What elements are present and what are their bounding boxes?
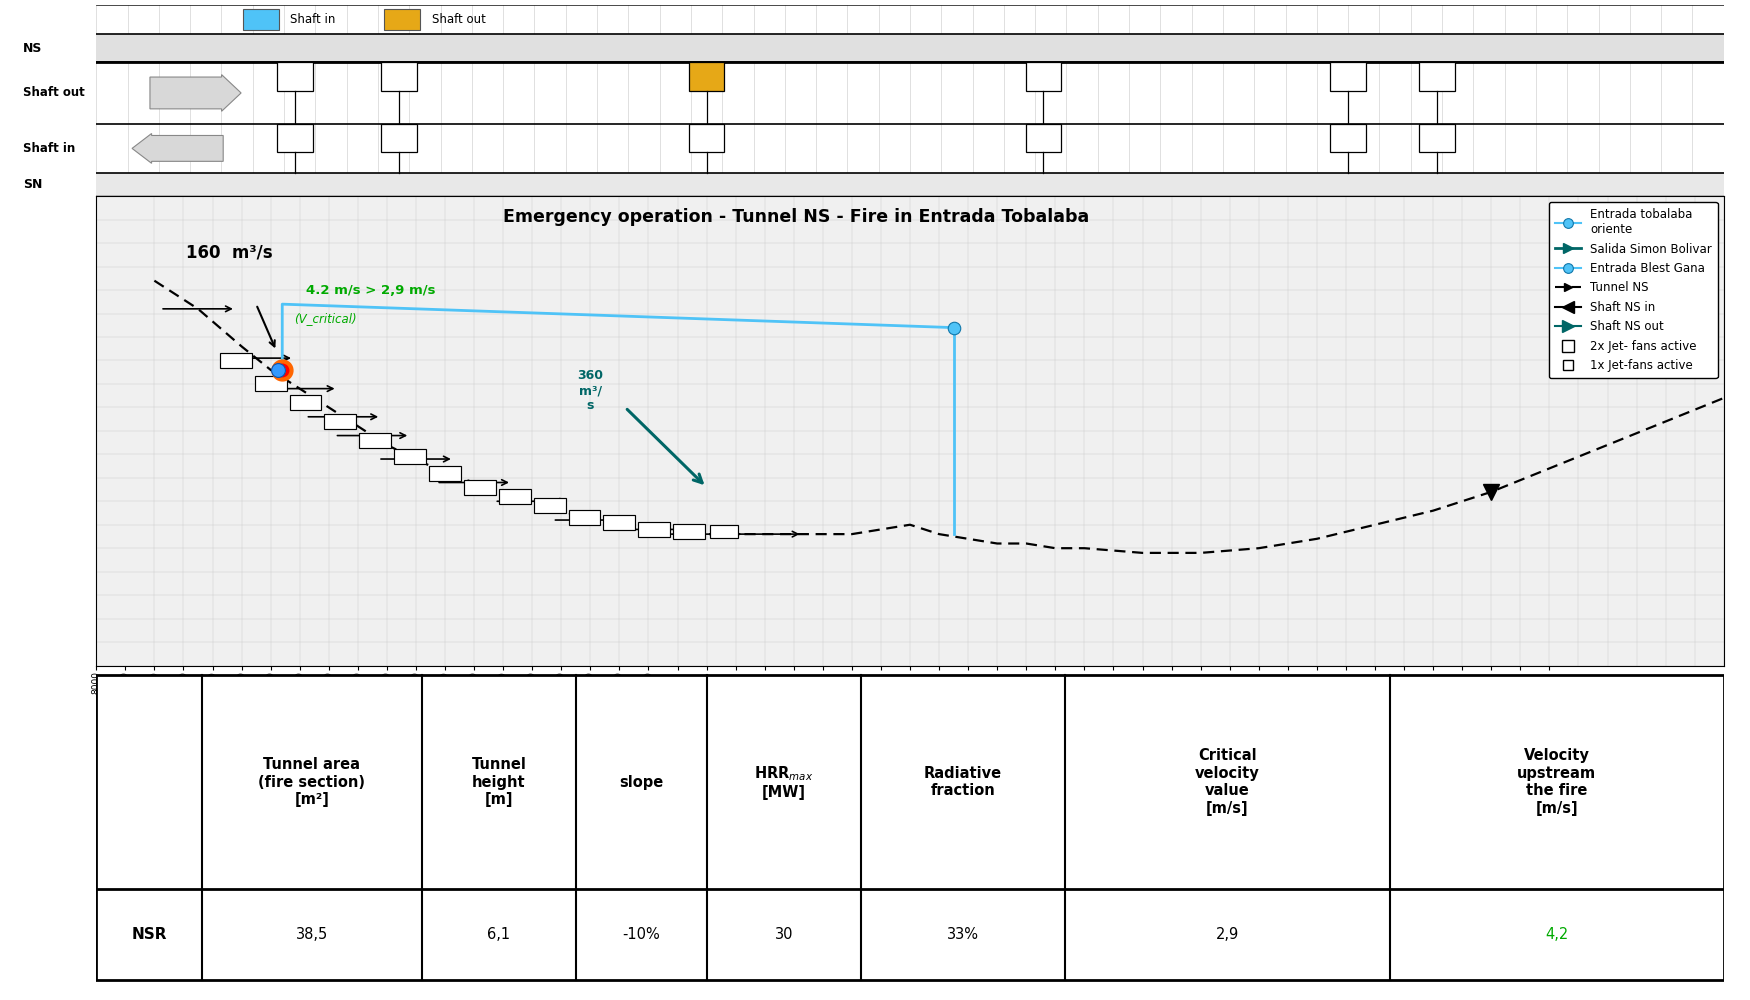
Bar: [255, 376, 287, 391]
Text: PV5: PV5: [1339, 133, 1358, 143]
Bar: [289, 395, 322, 410]
Bar: [96, 173, 1724, 196]
Bar: [1419, 124, 1456, 152]
Bar: [220, 353, 252, 368]
Text: PV3: PV3: [696, 133, 716, 143]
Bar: [690, 124, 724, 152]
FancyArrow shape: [150, 75, 242, 111]
Text: Shaft in: Shaft in: [290, 13, 336, 26]
Text: -10%: -10%: [623, 927, 660, 942]
Bar: [1026, 62, 1060, 91]
Text: HRR$_{max}$
[MW]: HRR$_{max}$ [MW]: [754, 764, 814, 800]
Text: PV2: PV2: [390, 72, 408, 82]
Text: Shaft out: Shaft out: [23, 86, 84, 99]
Text: PV1: PV1: [285, 72, 304, 82]
Text: PV6: PV6: [1428, 72, 1447, 82]
Bar: [429, 466, 460, 481]
FancyArrow shape: [131, 133, 224, 163]
Bar: [690, 62, 724, 91]
Bar: [324, 414, 357, 429]
Bar: [96, 34, 1724, 62]
Text: Radiative
fraction: Radiative fraction: [924, 766, 1003, 798]
Bar: [385, 9, 420, 30]
Bar: [382, 124, 416, 152]
Text: 160  m³/s: 160 m³/s: [186, 244, 273, 262]
Bar: [359, 433, 392, 448]
Text: PV4: PV4: [1034, 72, 1054, 82]
Text: 30: 30: [775, 927, 793, 942]
Bar: [243, 9, 278, 30]
Text: SN: SN: [23, 178, 42, 191]
Text: 360
m³/
s: 360 m³/ s: [578, 369, 604, 412]
Bar: [1419, 62, 1456, 91]
Text: slope: slope: [620, 775, 663, 790]
Bar: [499, 489, 530, 504]
Bar: [604, 515, 635, 530]
Bar: [394, 449, 425, 464]
Legend: Entrada tobalaba
oriente, Salida Simon Bolivar, Entrada Blest Gana, Tunnel NS, S: Entrada tobalaba oriente, Salida Simon B…: [1549, 202, 1718, 378]
Text: 4.2 m/s > 2,9 m/s: 4.2 m/s > 2,9 m/s: [306, 284, 436, 297]
Bar: [276, 124, 313, 152]
Bar: [639, 522, 670, 537]
Bar: [674, 524, 705, 539]
Bar: [534, 498, 565, 513]
Text: PV3: PV3: [696, 72, 717, 82]
Text: 360: 360: [696, 134, 717, 144]
Text: 6,1: 6,1: [488, 927, 511, 942]
Text: NSR: NSR: [131, 927, 166, 942]
Text: PV1: PV1: [285, 133, 304, 143]
Bar: [1330, 62, 1365, 91]
Text: PV6: PV6: [1428, 133, 1447, 143]
Text: Critical
velocity
value
[m/s]: Critical velocity value [m/s]: [1195, 748, 1260, 816]
Text: Emergency operation - Tunnel NS - Fire in Entrada Tobalaba: Emergency operation - Tunnel NS - Fire i…: [502, 208, 1088, 226]
Text: Tunnel
height
[m]: Tunnel height [m]: [471, 757, 527, 807]
Bar: [710, 525, 737, 538]
Bar: [382, 62, 416, 91]
Text: (V_critical): (V_critical): [294, 312, 357, 325]
Bar: [1026, 124, 1060, 152]
Bar: [1330, 124, 1365, 152]
Text: PV4: PV4: [1034, 133, 1054, 143]
Text: Shaft in: Shaft in: [23, 142, 75, 155]
Text: Tunnel area
(fire section)
[m²]: Tunnel area (fire section) [m²]: [259, 757, 366, 807]
Text: PV2: PV2: [390, 133, 408, 143]
Text: Shaft out: Shaft out: [432, 13, 485, 26]
Text: 2,9: 2,9: [1216, 927, 1239, 942]
Text: 4,2: 4,2: [1545, 927, 1568, 942]
Bar: [464, 480, 495, 495]
Text: PV5: PV5: [1339, 72, 1358, 82]
Bar: [569, 510, 600, 525]
Bar: [276, 62, 313, 91]
Text: 33%: 33%: [947, 927, 978, 942]
Text: 38,5: 38,5: [296, 927, 327, 942]
Text: NS: NS: [23, 42, 42, 55]
Text: Velocity
upstream
the fire
[m/s]: Velocity upstream the fire [m/s]: [1517, 748, 1596, 816]
